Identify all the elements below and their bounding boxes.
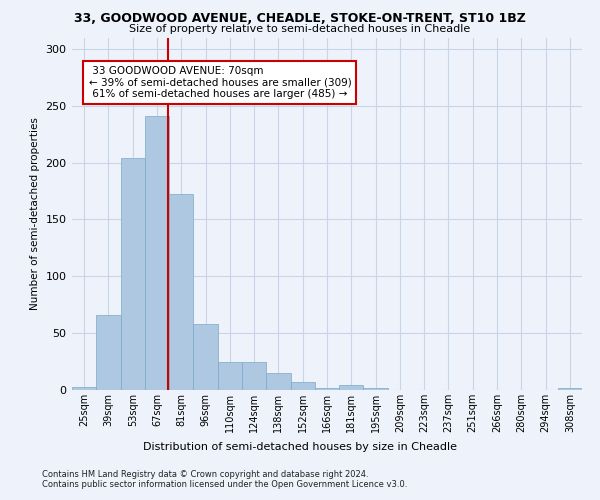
Bar bbox=[558, 388, 582, 390]
Text: Size of property relative to semi-detached houses in Cheadle: Size of property relative to semi-detach… bbox=[130, 24, 470, 34]
Text: Distribution of semi-detached houses by size in Cheadle: Distribution of semi-detached houses by … bbox=[143, 442, 457, 452]
Bar bbox=[72, 386, 96, 390]
Bar bbox=[193, 324, 218, 390]
Y-axis label: Number of semi-detached properties: Number of semi-detached properties bbox=[30, 118, 40, 310]
Text: 33 GOODWOOD AVENUE: 70sqm
← 39% of semi-detached houses are smaller (309)
 61% o: 33 GOODWOOD AVENUE: 70sqm ← 39% of semi-… bbox=[89, 66, 351, 99]
Bar bbox=[169, 194, 193, 390]
Text: Contains HM Land Registry data © Crown copyright and database right 2024.: Contains HM Land Registry data © Crown c… bbox=[42, 470, 368, 479]
Bar bbox=[315, 388, 339, 390]
Text: 33, GOODWOOD AVENUE, CHEADLE, STOKE-ON-TRENT, ST10 1BZ: 33, GOODWOOD AVENUE, CHEADLE, STOKE-ON-T… bbox=[74, 12, 526, 26]
Text: Contains public sector information licensed under the Open Government Licence v3: Contains public sector information licen… bbox=[42, 480, 407, 489]
Bar bbox=[242, 362, 266, 390]
Bar bbox=[145, 116, 169, 390]
Bar bbox=[218, 362, 242, 390]
Bar bbox=[339, 386, 364, 390]
Bar bbox=[96, 315, 121, 390]
Bar bbox=[364, 388, 388, 390]
Bar bbox=[266, 373, 290, 390]
Bar bbox=[290, 382, 315, 390]
Bar bbox=[121, 158, 145, 390]
